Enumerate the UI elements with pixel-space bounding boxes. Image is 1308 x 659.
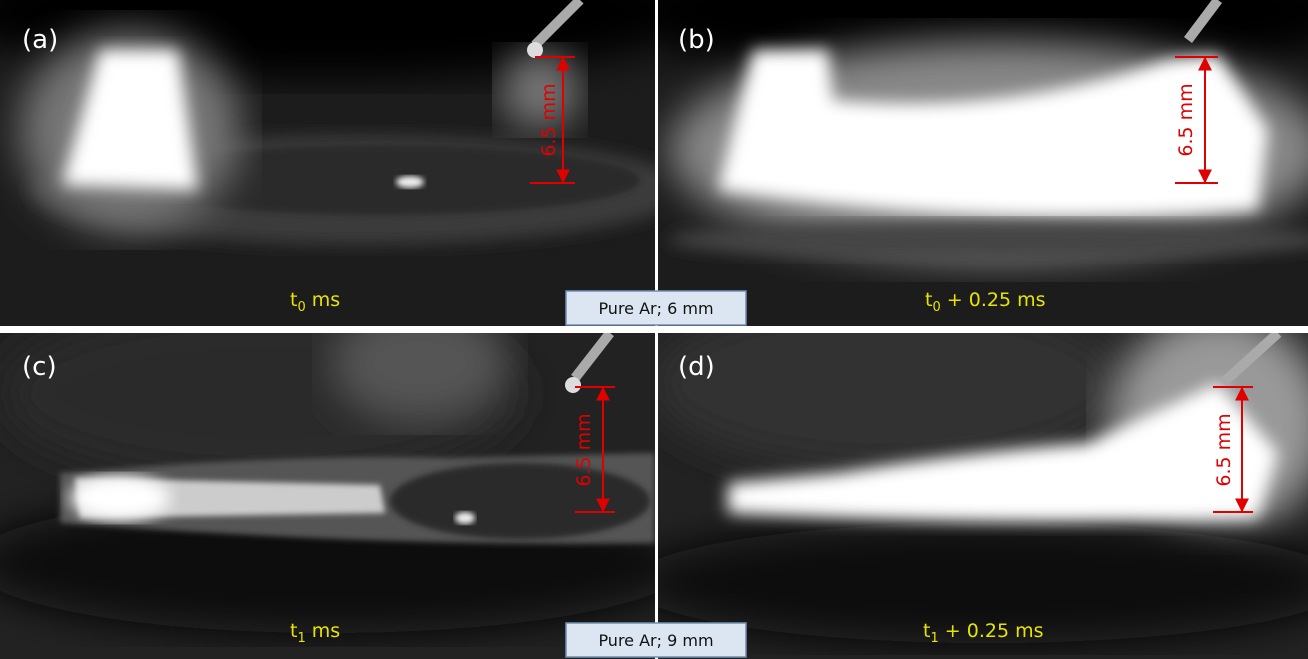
scale-label: 6.5 mm — [1213, 413, 1235, 486]
scale-label: 6.5 mm — [538, 83, 560, 156]
panel-a: 6.5 mm (a) t0 ms — [0, 0, 710, 326]
panel-label: (a) — [22, 25, 58, 55]
scale-label: 6.5 mm — [1175, 83, 1197, 156]
panel-label: (b) — [678, 25, 715, 55]
caption-box: Pure Ar; 9 mm — [566, 623, 746, 657]
scale-label: 6.5 mm — [573, 413, 595, 486]
caption: Pure Ar; 9 mm — [598, 631, 713, 650]
panel-c: 6.5 mm (c) t1 ms — [0, 303, 690, 659]
caption-box: Pure Ar; 6 mm — [566, 291, 746, 325]
panel-label: (d) — [678, 352, 715, 382]
panel-label: (c) — [22, 352, 57, 382]
figure: 6.5 mm (a) t0 ms 6.5 mm (b) t0 + 0.25 ms… — [0, 0, 1308, 659]
panel-d: 6.5 mm (d) t1 + 0.25 ms — [628, 293, 1308, 659]
panel-b: 6.5 mm (b) t0 + 0.25 ms — [608, 0, 1308, 326]
caption: Pure Ar; 6 mm — [598, 299, 713, 318]
